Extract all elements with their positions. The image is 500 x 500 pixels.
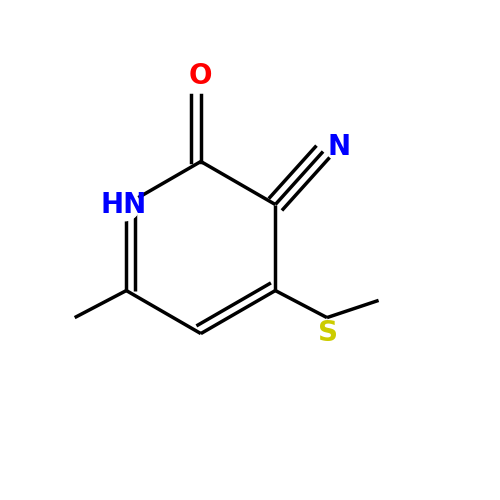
Text: HN: HN xyxy=(100,190,147,218)
Text: N: N xyxy=(328,132,351,160)
Text: S: S xyxy=(318,320,338,347)
Text: O: O xyxy=(189,62,212,90)
